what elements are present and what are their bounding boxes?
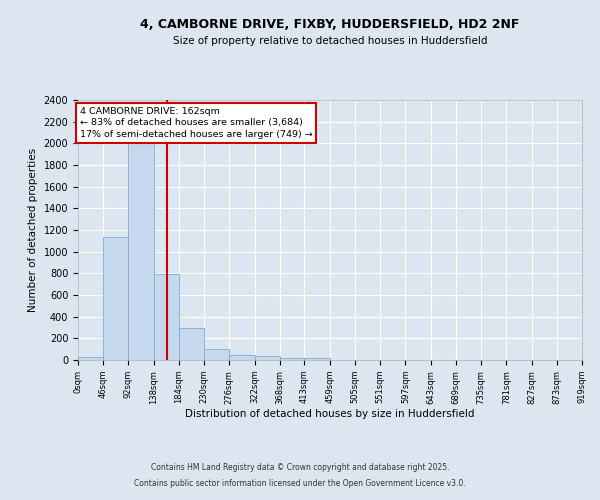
Text: 4 CAMBORNE DRIVE: 162sqm
← 83% of detached houses are smaller (3,684)
17% of sem: 4 CAMBORNE DRIVE: 162sqm ← 83% of detach…: [80, 106, 313, 139]
X-axis label: Distribution of detached houses by size in Huddersfield: Distribution of detached houses by size …: [185, 410, 475, 420]
Y-axis label: Number of detached properties: Number of detached properties: [28, 148, 38, 312]
Bar: [229, 355, 254, 360]
Text: 4, CAMBORNE DRIVE, FIXBY, HUDDERSFIELD, HD2 2NF: 4, CAMBORNE DRIVE, FIXBY, HUDDERSFIELD, …: [140, 18, 520, 30]
Text: Size of property relative to detached houses in Huddersfield: Size of property relative to detached ho…: [173, 36, 487, 46]
Text: Contains HM Land Registry data © Crown copyright and database right 2025.: Contains HM Land Registry data © Crown c…: [151, 464, 449, 472]
Bar: [154, 274, 179, 360]
Bar: [304, 358, 330, 360]
Bar: [280, 358, 305, 360]
Bar: [254, 356, 280, 360]
Bar: [103, 236, 128, 360]
Bar: [128, 144, 154, 360]
Bar: [204, 348, 229, 360]
Text: Contains public sector information licensed under the Open Government Licence v3: Contains public sector information licen…: [134, 478, 466, 488]
Bar: [179, 328, 204, 360]
Bar: [78, 357, 103, 360]
